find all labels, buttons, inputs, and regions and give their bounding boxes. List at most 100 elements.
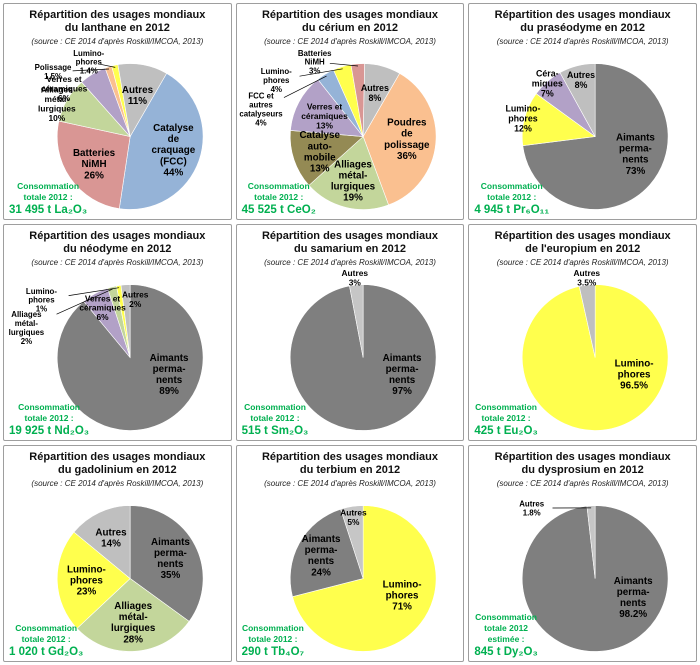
chart-title: Répartition des usages mondiaux du terbiu…: [237, 451, 464, 478]
chart-area: Lumino-phores 96.5% Autres 3.5% Consommation…: [469, 267, 696, 440]
pie-chart-samarium: Aimants perma-nents 97% Autres 3%: [289, 268, 437, 431]
total-label-line: Consommation: [241, 622, 304, 633]
pie-slice-autres: [586, 505, 596, 579]
slice-label-luminophores: Lumino-phores 23%: [67, 564, 106, 597]
chart-source: (source : CE 2014 d'après Roskill/IMCOA,…: [31, 36, 204, 46]
pie-slice-luminophores: [291, 505, 437, 652]
slice-label-luminophores: Lumino-phores 96.5%: [615, 358, 654, 391]
total-label-line: Consommation: [17, 180, 80, 191]
pie-slice-verres-et-ceramiques: [289, 78, 364, 137]
chart-area: Aimants perma-nents 89% Verres et céramiques…: [4, 267, 231, 440]
slice-label-alliages-metallurgiques: Alliages métal-lurgiques 2%: [9, 310, 45, 346]
slice-label-batteries-nimh: Batteries NiMH 26%: [73, 148, 116, 181]
total-value: 845 t Dy₂O₃: [474, 646, 538, 658]
total-label-line: estimée :: [487, 633, 525, 644]
chart-title-line: Répartition des usages mondiaux: [494, 451, 671, 463]
total-label-line: totale 2012 :: [24, 412, 74, 423]
leader-line: [68, 287, 120, 296]
slice-label-aimants-permanents: Aimants perma-nents 73%: [616, 132, 655, 176]
pie-panel-praseodyme: Répartition des usages mondiaux du praséo…: [468, 3, 697, 220]
leader-line: [329, 62, 358, 67]
pie-slice-alliages-metallurgiques: [76, 577, 190, 652]
total-label-line: Consommation: [247, 180, 310, 191]
pie-slice-autres: [117, 63, 168, 138]
pie-slice-luminophores: [56, 531, 131, 629]
slice-label-batteries-nimh: Batteries NiMH 3%: [297, 49, 331, 76]
pie-slice-aimants-permanents: [129, 505, 204, 622]
total-value: 19 925 t Nd₂O₃: [9, 425, 90, 437]
slice-label-verres-et-ceramiques: Verres et céramiques 6%: [41, 74, 88, 103]
total-label: Consommation totale 2012 :: [9, 402, 89, 424]
total-label: Consommation totale 2012 :: [474, 181, 549, 203]
chart-source: (source : CE 2014 d'après Roskill/IMCOA,…: [31, 257, 204, 267]
slice-label-autres: Autres 3.5%: [574, 268, 601, 287]
slice-label-aimants-permanents: Aimants perma-nents 98.2%: [614, 576, 653, 620]
chart-title-line: Répartition des usages mondiaux: [261, 230, 439, 242]
total-value: 290 t Tb₄O₇: [241, 646, 305, 658]
pie-slice-aimants-permanents: [289, 508, 364, 597]
pie-panel-dysprosium: Répartition des usages mondiaux du dyspro…: [468, 445, 697, 662]
total-label-line: Consommation: [480, 180, 543, 191]
chart-area: Lumino-phores 71% Aimants perma-nents 24% Aut…: [237, 488, 464, 661]
leader-line: [56, 288, 113, 315]
slice-label-poudres-de-polissage: Poudres de polissage 36%: [384, 117, 430, 161]
pie-panel-europium: Répartition des usages mondiaux de l'euro…: [468, 224, 697, 441]
pie-chart-dysprosium: Aimants perma-nents 98.2% Autres 1.8%: [520, 499, 669, 652]
slice-label-fcc-et-autres-catalyseurs: FCC et autres catalyseurs 4%: [239, 91, 283, 127]
total-consumption: Consommation totale 2012 :290 t Tb₄O₇: [242, 623, 304, 658]
total-label-line: totale 2012 :: [254, 191, 304, 202]
slice-label-aimants-permanents: Aimants perma-nents 24%: [301, 534, 340, 578]
chart-area: Aimants perma-nents 97% Autres 3% Consommatio…: [237, 267, 464, 440]
slice-label-luminophores: Lumino-phores 4%: [260, 67, 291, 94]
chart-source: (source : CE 2014 d'après Roskill/IMCOA,…: [264, 478, 436, 488]
chart-area: Aimants perma-nents 35% Alliages métal-lurgi…: [4, 488, 231, 661]
slice-label-aimants-permanents: Aimants perma-nents 97%: [382, 353, 421, 397]
slice-label-aimants-permanents: Aimants perma-nents 35%: [151, 537, 190, 581]
chart-source: (source : CE 2014 d'après Roskill/IMCOA,…: [496, 478, 669, 488]
slice-label-autres: Autres 5%: [340, 507, 367, 526]
chart-title-line: du samarium en 2012: [294, 243, 406, 256]
chart-title-line: Répartition des usages mondiaux: [494, 9, 671, 21]
total-label-line: totale 2012 :: [250, 412, 300, 423]
slice-label-autres: Autres 2%: [122, 289, 149, 308]
slice-label-luminophores: Lumino-phores 1%: [26, 287, 57, 314]
total-label-line: Consommation: [244, 401, 306, 412]
pie-panel-lanthane: Répartition des usages mondiaux du lantha…: [3, 3, 232, 220]
total-label: Consommation totale 2012 :: [242, 181, 316, 203]
slice-label-verres-et-ceramiques: Verres et céramiques 13%: [301, 101, 348, 130]
pie-slice-autres: [120, 284, 131, 358]
slice-label-luminophores: Lumino-phores 1.4%: [73, 49, 104, 76]
total-label: Consommation totale 2012 :: [242, 623, 304, 645]
total-label-line: Consommation: [475, 401, 537, 412]
total-value: 1 020 t Gd₂O₃: [9, 646, 84, 658]
pie-chart-cerium: Poudres de polissage 36%Alliages métal-lurgi…: [239, 49, 437, 210]
slice-label-polissage: Polissage 1.5%: [35, 63, 72, 81]
chart-source: (source : CE 2014 d'après Roskill/IMCOA,…: [496, 36, 669, 46]
chart-area: Aimants perma-nents 98.2% Autres 1.8% Consomm…: [469, 488, 696, 661]
chart-title-line: Répartition des usages mondiaux: [261, 451, 439, 463]
total-value: 31 495 t La₂O₃: [9, 204, 88, 216]
pie-slice-autres: [579, 284, 596, 358]
total-label: Consommation totale 2012 :: [242, 402, 309, 424]
leader-line: [283, 75, 327, 98]
chart-source: (source : CE 2014 d'après Roskill/IMCOA,…: [264, 36, 436, 46]
pie-slice-autres: [348, 284, 364, 358]
total-consumption: Consommation totale 2012 : 31 495 t La₂O₃: [9, 181, 87, 216]
chart-title-line: Répartition des usages mondiaux: [29, 230, 206, 242]
pie-slice-autres: [362, 63, 400, 137]
slice-label-catalyse-de-craquage-fcc: Catalyse de craquage (FCC) 44%: [151, 123, 195, 179]
total-label-line: totale 2012 :: [23, 191, 73, 202]
chart-title: Répartition des usages mondiaux du praséo…: [469, 9, 696, 36]
slice-label-verres-et-ceramiques: Verres et céramiques 6%: [79, 293, 126, 322]
pie-slice-autres: [73, 505, 131, 579]
slice-label-alliages-metallurgiques: Alliages métal-lurgiques 19%: [330, 159, 375, 203]
total-label: Consommation totale 2012 :: [9, 623, 83, 645]
chart-title-line: du praséodyme en 2012: [520, 22, 646, 35]
chart-title-line: de l'europium en 2012: [525, 243, 641, 256]
leader-line: [72, 68, 110, 72]
total-label-line: totale 2012 :: [248, 633, 298, 644]
pie-chart-lanthane: Catalyse de craquage (FCC) 44% Batteries NiMH 2…: [35, 49, 204, 210]
total-value: 45 525 t CeO₂: [241, 204, 316, 216]
chart-title: Répartition des usages mondiaux du lantha…: [4, 9, 231, 36]
